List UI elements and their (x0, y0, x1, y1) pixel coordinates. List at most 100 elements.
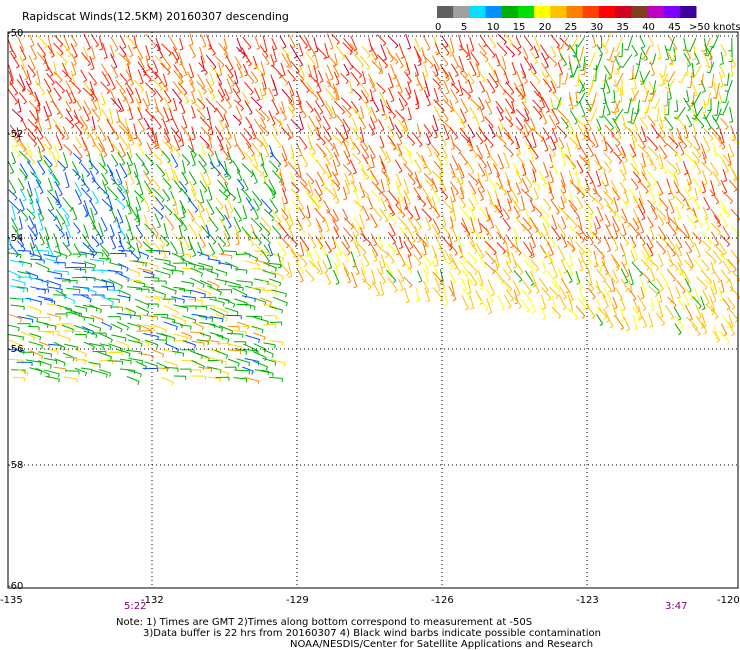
wind-barb (522, 253, 534, 268)
wind-barb (486, 189, 493, 205)
lon-label-123: -123 (576, 595, 599, 606)
wind-barb (182, 340, 197, 349)
wind-barb (88, 323, 102, 332)
wind-barb (595, 259, 603, 273)
wind-barb (457, 64, 468, 78)
wind-barb (173, 375, 187, 380)
wind-barb (179, 89, 190, 104)
wind-barb (386, 269, 397, 284)
wind-barb (380, 179, 385, 193)
wind-barb (387, 125, 395, 138)
wind-barb (566, 214, 578, 229)
wind-barb (559, 53, 567, 67)
wind-barb (403, 261, 413, 275)
wind-barb (665, 208, 670, 224)
wind-barb (260, 370, 274, 377)
wind-barb (196, 80, 207, 95)
wind-barb (722, 90, 729, 104)
wind-barb (214, 125, 224, 142)
wind-barb (394, 242, 400, 256)
wind-barb (178, 82, 188, 96)
wind-barb (593, 54, 603, 71)
wind-barb (566, 240, 576, 252)
wind-barb (667, 52, 673, 65)
wind-barb (450, 82, 460, 94)
wind-barb (477, 296, 488, 311)
wind-barb (352, 88, 362, 101)
wind-barb (566, 269, 573, 284)
wind-barb (200, 34, 207, 48)
wind-barb (683, 97, 692, 112)
wind-barb (448, 285, 457, 302)
wind-barb (108, 298, 120, 304)
wind-barb (253, 198, 260, 212)
wind-barb (647, 216, 654, 229)
wind-barb (469, 60, 477, 77)
wind-barb (65, 89, 73, 104)
wind-barb (36, 116, 43, 133)
wind-barb (713, 215, 722, 228)
wind-barb (467, 72, 475, 85)
wind-barb (596, 313, 604, 327)
wind-barb (38, 341, 51, 350)
wind-barb (605, 314, 614, 329)
wind-barb (281, 152, 288, 168)
wind-barb (387, 135, 397, 151)
wind-barb (37, 214, 44, 231)
wind-barb (163, 321, 178, 331)
colorbar-tick-label: 45 (668, 22, 681, 33)
wind-barb (459, 206, 470, 221)
wind-barb (397, 119, 406, 132)
wind-barb (550, 34, 560, 49)
wind-barb (614, 79, 620, 93)
wind-barb (388, 35, 399, 49)
wind-barb (207, 376, 221, 383)
wind-barb (434, 277, 441, 292)
wind-barb (216, 334, 230, 343)
wind-barb (710, 209, 721, 224)
wind-barb (192, 321, 204, 331)
wind-barb (682, 285, 694, 301)
wind-barb (512, 280, 521, 297)
wind-barb (628, 65, 634, 80)
wind-barb (244, 376, 260, 385)
wind-barb (352, 259, 360, 276)
wind-barb (538, 91, 546, 109)
wind-barb (504, 33, 513, 46)
wind-barb (215, 278, 227, 286)
wind-barb (620, 298, 626, 312)
wind-barb (604, 172, 609, 187)
wind-barb (612, 108, 624, 121)
wind-barb (29, 45, 38, 60)
wind-barb (245, 334, 261, 344)
wind-barb (268, 160, 279, 173)
wind-barb (235, 232, 240, 246)
wind-barb (693, 135, 701, 151)
wind-barb (515, 217, 526, 232)
wind-barb (17, 249, 31, 255)
wind-barb (74, 268, 87, 274)
wind-barb (587, 287, 596, 300)
wind-barb (422, 160, 432, 176)
wind-barb (727, 258, 737, 273)
wind-barb (127, 322, 141, 331)
wind-barb (370, 154, 375, 169)
wind-barb (351, 64, 363, 79)
wind-barb (47, 115, 52, 130)
wind-barb (569, 204, 580, 220)
note-line-1: Note: 1) Times are GMT 2)Times along bot… (116, 617, 532, 628)
wind-barb (119, 163, 128, 179)
wind-barb (116, 178, 127, 194)
wind-barb (260, 297, 272, 306)
wind-barb (469, 295, 475, 310)
wind-barb (110, 253, 127, 257)
wind-barb (550, 161, 558, 175)
wind-barb (313, 37, 319, 53)
wind-barb (613, 151, 623, 164)
wind-barb (550, 80, 557, 94)
wind-barb (92, 224, 100, 237)
wind-barb (56, 323, 72, 328)
wind-barb (91, 235, 100, 248)
wind-barb (496, 242, 506, 255)
wind-barb (290, 249, 300, 263)
